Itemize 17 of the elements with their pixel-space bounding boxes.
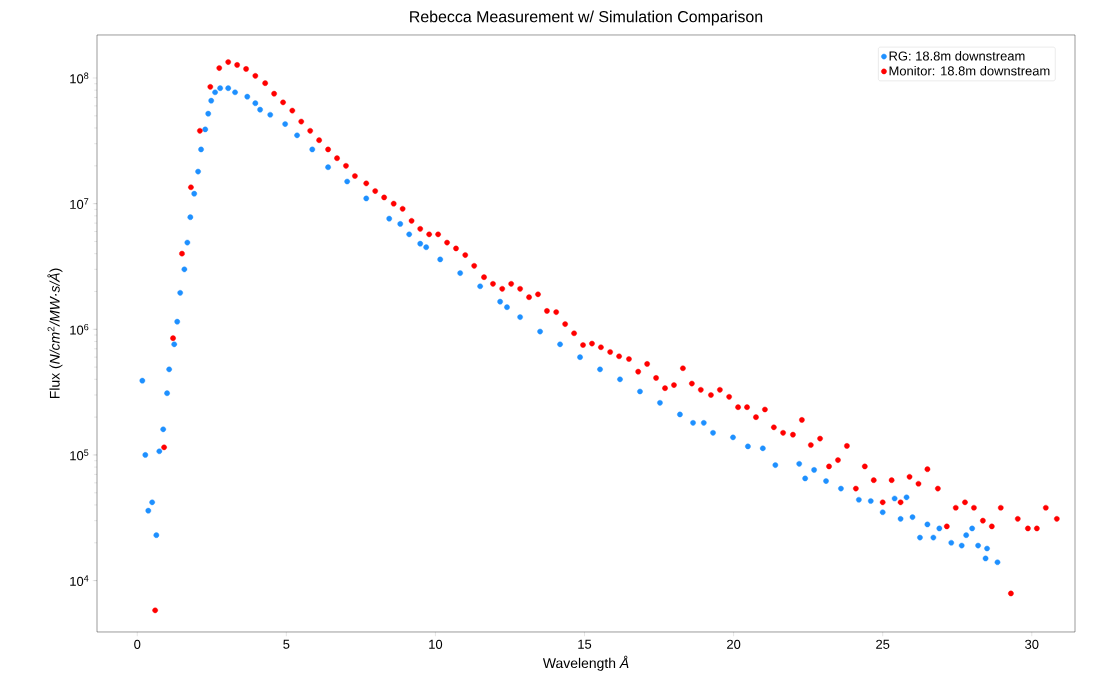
- x-tick-label: 25: [876, 639, 890, 649]
- x-tick-label: 5: [283, 639, 290, 649]
- y-tick-label: 10$^{8}$: [70, 72, 89, 84]
- y-axis-title: Flux (N/cm$^{2}$/MW·s/Å): [47, 268, 63, 399]
- legend-label: Monitor: 18.8m downstream: [889, 65, 1050, 76]
- x-axis-title: Wavelength Å: [542, 655, 629, 671]
- y-tick-label: 10$^{6}$: [70, 323, 89, 335]
- chart-title: Rebecca Measurement w/ Simulation Comparison: [410, 10, 763, 26]
- legend-label: RG: 18.8m downstream: [889, 51, 1025, 61]
- x-tick-label: 20: [727, 639, 741, 649]
- y-tick-label: 10$^{7}$: [70, 198, 89, 209]
- x-tick-label: 0: [134, 639, 141, 649]
- x-tick-label: 10: [429, 639, 443, 649]
- x-tick-label: 30: [1025, 639, 1039, 649]
- x-tick-label: 15: [578, 639, 592, 649]
- y-tick-label: 10$^{4}$: [70, 575, 89, 586]
- y-tick-label: 10$^{5}$: [70, 449, 89, 461]
